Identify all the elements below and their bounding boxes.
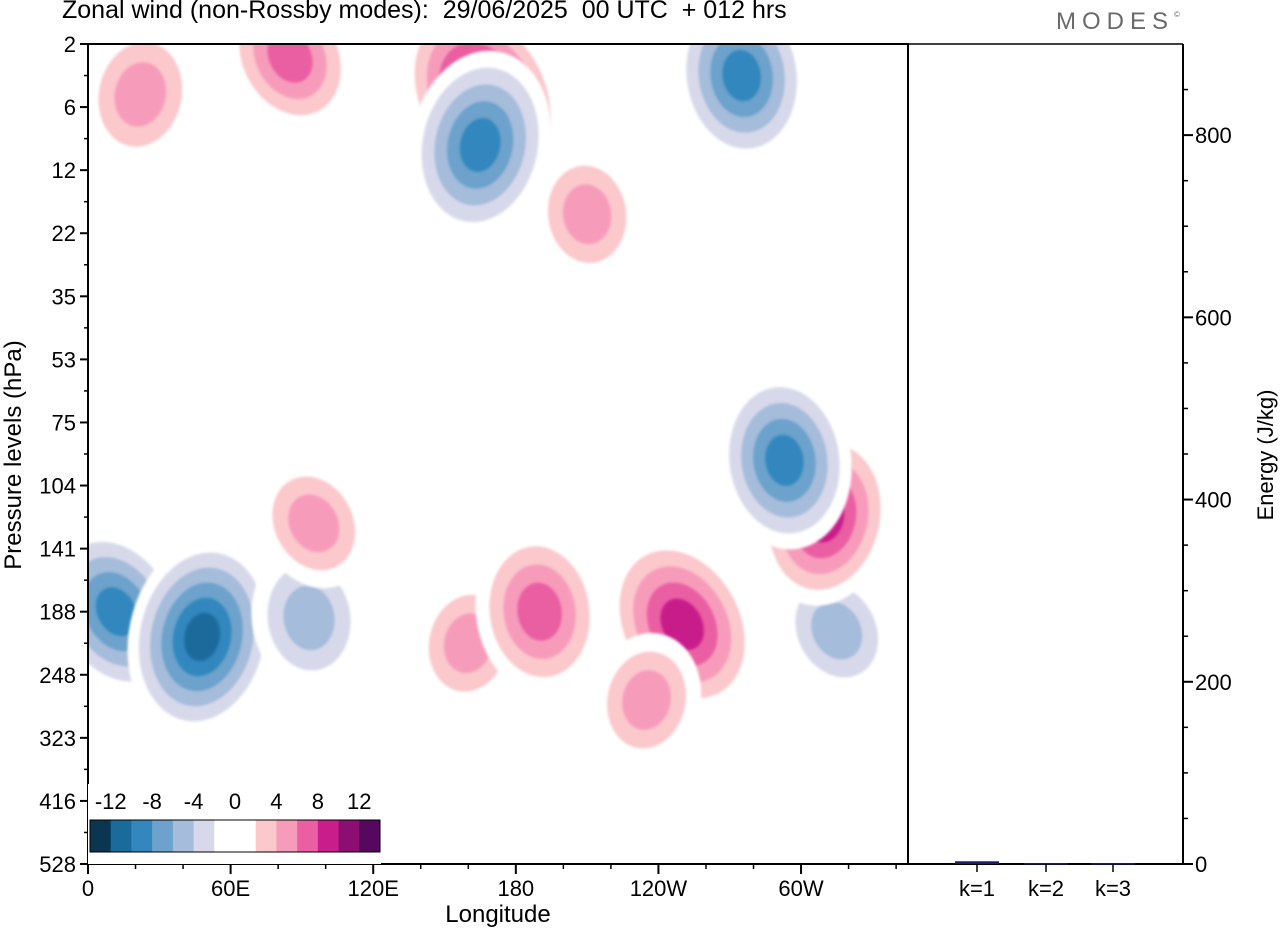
energy-category-label: k=1: [959, 876, 995, 901]
contour-feature: [256, 458, 372, 589]
contour-band: [563, 184, 612, 245]
contour-feature: [717, 371, 852, 550]
energy-panel: 0 200 400 600 800 k=1 k=2 k=3: [955, 88, 1232, 901]
colorbar-swatch: [317, 820, 340, 852]
colorbar-label: -12: [95, 789, 127, 814]
contour-band: [114, 62, 167, 127]
colorbar-label: 8: [312, 789, 324, 814]
energy-bar: [1091, 863, 1135, 865]
x-tick-label: 0: [82, 876, 94, 901]
brand-name: MODES: [1056, 8, 1175, 35]
brand-copyright-mark: ©: [1174, 10, 1180, 19]
y-tick-label: 12: [52, 158, 76, 183]
colorbar-swatch: [193, 820, 215, 852]
y-tick-label: 53: [52, 347, 76, 372]
contour-feature: [88, 44, 199, 167]
contour-band: [765, 434, 804, 486]
energy-category-label: k=3: [1095, 876, 1131, 901]
colorbar-frame: [89, 819, 381, 853]
contour-feature: [251, 545, 367, 691]
y-tick-label: 416: [39, 789, 76, 814]
x-tick-label: 60W: [778, 876, 823, 901]
colorbar-swatch: [359, 820, 381, 852]
colorbar-swatch: [338, 820, 360, 852]
contour-feature: [127, 537, 277, 737]
colorbar-label: 0: [229, 789, 241, 814]
brand-logo: MODES©: [1056, 8, 1180, 36]
y-tick-label: 2: [64, 32, 76, 57]
colorbar-swatch: [90, 820, 112, 852]
contour-band: [660, 598, 704, 651]
colorbar-swatch: [172, 820, 195, 852]
x-tick-label: 180: [497, 876, 534, 901]
chart-title: Zonal wind (non-Rossby modes): 29/06/202…: [62, 0, 787, 24]
contour-band: [95, 587, 138, 637]
y-tick-label: 323: [39, 726, 76, 751]
colorbar-swatch: [255, 820, 277, 852]
colorbar-label: -4: [184, 789, 204, 814]
contour-feature: [532, 147, 642, 282]
contour-feature: [674, 44, 809, 165]
x-tick-label: 120W: [630, 876, 688, 901]
y-tick-label: 141: [39, 537, 76, 562]
y-tick-label: 528: [39, 852, 76, 877]
contour-band: [811, 601, 863, 660]
energy-tick-label: 400: [1195, 488, 1232, 513]
colorbar-label: 12: [347, 789, 371, 814]
x-axis-label: Longitude: [445, 901, 550, 928]
colorbar-swatch: [152, 820, 174, 852]
contour-band: [459, 118, 501, 172]
energy-tick-label: 600: [1195, 305, 1232, 330]
colorbar-swatch: [131, 820, 153, 852]
colorbar-legend: -12 -8 -4 0 4 8 12: [88, 784, 381, 864]
contour-feature: [408, 50, 552, 239]
y-tick-label: 248: [39, 663, 76, 688]
energy-axis-label: Energy (J/kg): [1253, 390, 1278, 521]
energy-category-label: k=2: [1028, 876, 1064, 901]
colorbar-label: -8: [142, 789, 162, 814]
x-tick-label: 120E: [348, 876, 399, 901]
colorbar-swatch: [235, 820, 257, 852]
y-axis-label: Pressure levels (hPa): [0, 340, 27, 569]
contour-band: [288, 494, 340, 553]
colorbar-label: 4: [270, 789, 282, 814]
contour-feature: [475, 528, 604, 696]
contour-band: [267, 44, 313, 83]
y-tick-label: 188: [39, 600, 76, 625]
y-tick-label: 6: [64, 95, 76, 120]
energy-bar: [1024, 863, 1068, 865]
contour-band: [283, 585, 335, 651]
energy-tick-label: 0: [1195, 852, 1207, 877]
heatmap-field: [88, 44, 894, 767]
contour-feature: [225, 44, 355, 132]
colorbar-swatch: [110, 820, 132, 852]
contour-band: [722, 50, 761, 102]
energy-tick-label: 200: [1195, 670, 1232, 695]
contour-band: [517, 582, 562, 641]
energy-bar: [955, 861, 999, 864]
colorbar-swatch: [297, 820, 319, 852]
contour-band: [184, 612, 221, 662]
contour-band: [622, 670, 671, 730]
y-tick-label: 75: [52, 410, 76, 435]
y-tick-label: 35: [52, 284, 76, 309]
y-tick-label: 104: [39, 474, 76, 499]
y-tick-label: 22: [52, 221, 76, 246]
colorbar-swatch: [214, 820, 236, 852]
contour-feature: [591, 633, 702, 767]
x-tick-label: 60E: [211, 876, 250, 901]
energy-tick-label: 800: [1195, 123, 1232, 148]
colorbar-swatch: [276, 820, 298, 852]
